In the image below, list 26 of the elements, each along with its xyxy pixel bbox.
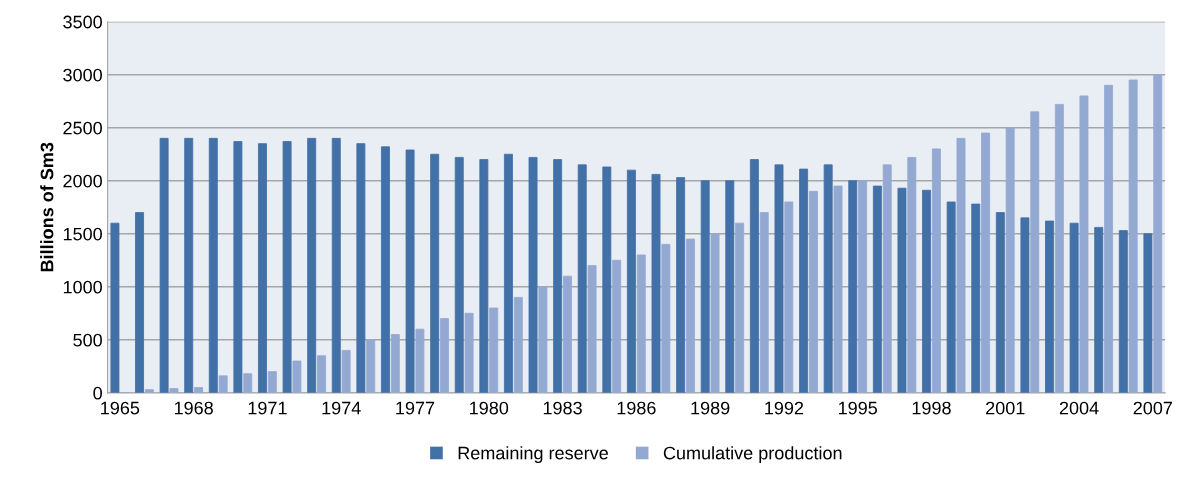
x-tick-label: 1989 (691, 401, 730, 415)
x-tick-label: 1986 (617, 401, 656, 415)
y-tick-label: 500 (73, 333, 102, 347)
x-tick-label: 1974 (322, 401, 361, 415)
x-tick-label: 1998 (912, 401, 951, 415)
y-tick-label: 2000 (63, 174, 102, 188)
y-tick-label: 3500 (63, 15, 102, 29)
x-tick-label: 1995 (838, 401, 878, 415)
y-axis-title: Billions of Sm3 (40, 142, 54, 272)
legend-label: Remaining reserve (458, 446, 608, 464)
x-tick-label: 1980 (470, 401, 509, 415)
y-tick-label: 1500 (63, 227, 102, 241)
x-tick-label: 1968 (174, 401, 213, 415)
x-tick-label: 1977 (396, 401, 435, 415)
y-tick-label: 3000 (63, 68, 102, 82)
x-tick-label: 1971 (248, 401, 287, 415)
x-tick-label: 1965 (101, 401, 140, 415)
x-tick-label: 2007 (1133, 401, 1173, 415)
x-tick-label: 2004 (1059, 401, 1099, 415)
x-tick-label: 1992 (765, 401, 804, 415)
x-tick-label: 1983 (543, 401, 582, 415)
legend-label: Cumulative production (663, 446, 842, 464)
y-tick-label: 2500 (63, 121, 102, 135)
y-tick-label: 1000 (63, 280, 102, 294)
y-tick-label: 0 (93, 386, 102, 400)
x-tick-label: 2001 (986, 401, 1025, 415)
